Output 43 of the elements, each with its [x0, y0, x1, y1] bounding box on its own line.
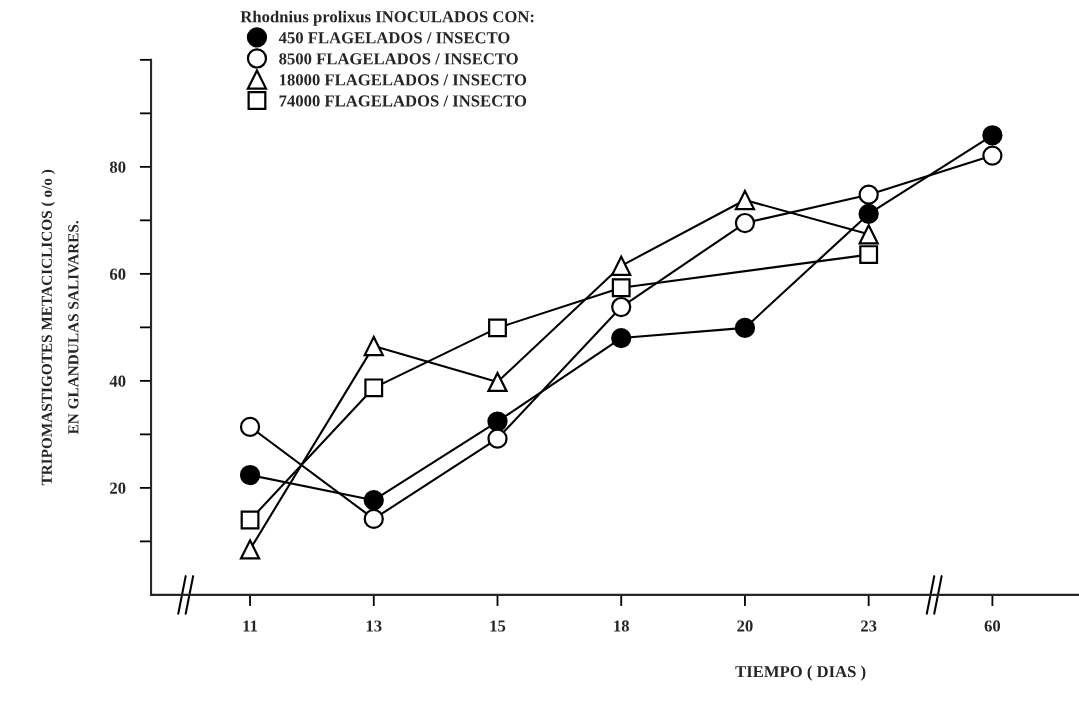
point: [734, 317, 756, 339]
point: [858, 224, 879, 245]
point: [239, 539, 261, 560]
x-axis-title: TIEMPO ( DIAS ): [735, 665, 866, 681]
point: [363, 335, 384, 357]
point: [240, 510, 260, 530]
point: [363, 490, 384, 511]
legend-label: 74000 FLAGELADOS / INSECTO: [279, 95, 527, 107]
x-tick-label: 11: [243, 620, 258, 632]
point: [611, 255, 632, 276]
y-tick-label: 20: [110, 482, 126, 494]
point: [488, 318, 507, 338]
x-tick-label: 23: [861, 620, 877, 632]
point: [487, 371, 508, 393]
x-tick-label: 18: [614, 620, 629, 632]
legend-label: 18000 FLAGELADOS / INSECTO: [279, 74, 527, 86]
point: [363, 508, 384, 530]
point: [982, 145, 1003, 166]
x-tick-label: 15: [490, 620, 506, 632]
point: [487, 428, 508, 449]
point: [858, 203, 879, 225]
point: [734, 189, 756, 211]
point: [611, 327, 632, 349]
point: [487, 411, 508, 432]
point: [364, 378, 384, 398]
point: [734, 212, 756, 234]
point: [611, 278, 631, 298]
x-tick-label: 20: [737, 620, 753, 632]
point: [611, 296, 632, 318]
legend-label: 450 FLAGELADOS / INSECTO: [278, 32, 510, 44]
y-axis-title: TRIPOMASTIGOTES METACICLICOS ( o/o ) EN GLANDULAS SALIVARES.: [41, 169, 79, 486]
legend-title: Rhodnius prolixus INOCULADOS CON:: [240, 10, 534, 26]
point: [982, 125, 1003, 146]
point: [239, 464, 261, 486]
legend-label: 8500 FLAGELADOS / INSECTO: [279, 53, 518, 65]
y-tick-label: 80: [109, 161, 126, 173]
point: [859, 245, 879, 265]
point: [858, 184, 879, 205]
point: [239, 416, 261, 438]
y-tick-label: 60: [109, 268, 126, 280]
y-tick-label: 40: [109, 375, 126, 387]
x-tick-label: 60: [984, 620, 1001, 632]
x-tick-label: 13: [366, 620, 382, 632]
